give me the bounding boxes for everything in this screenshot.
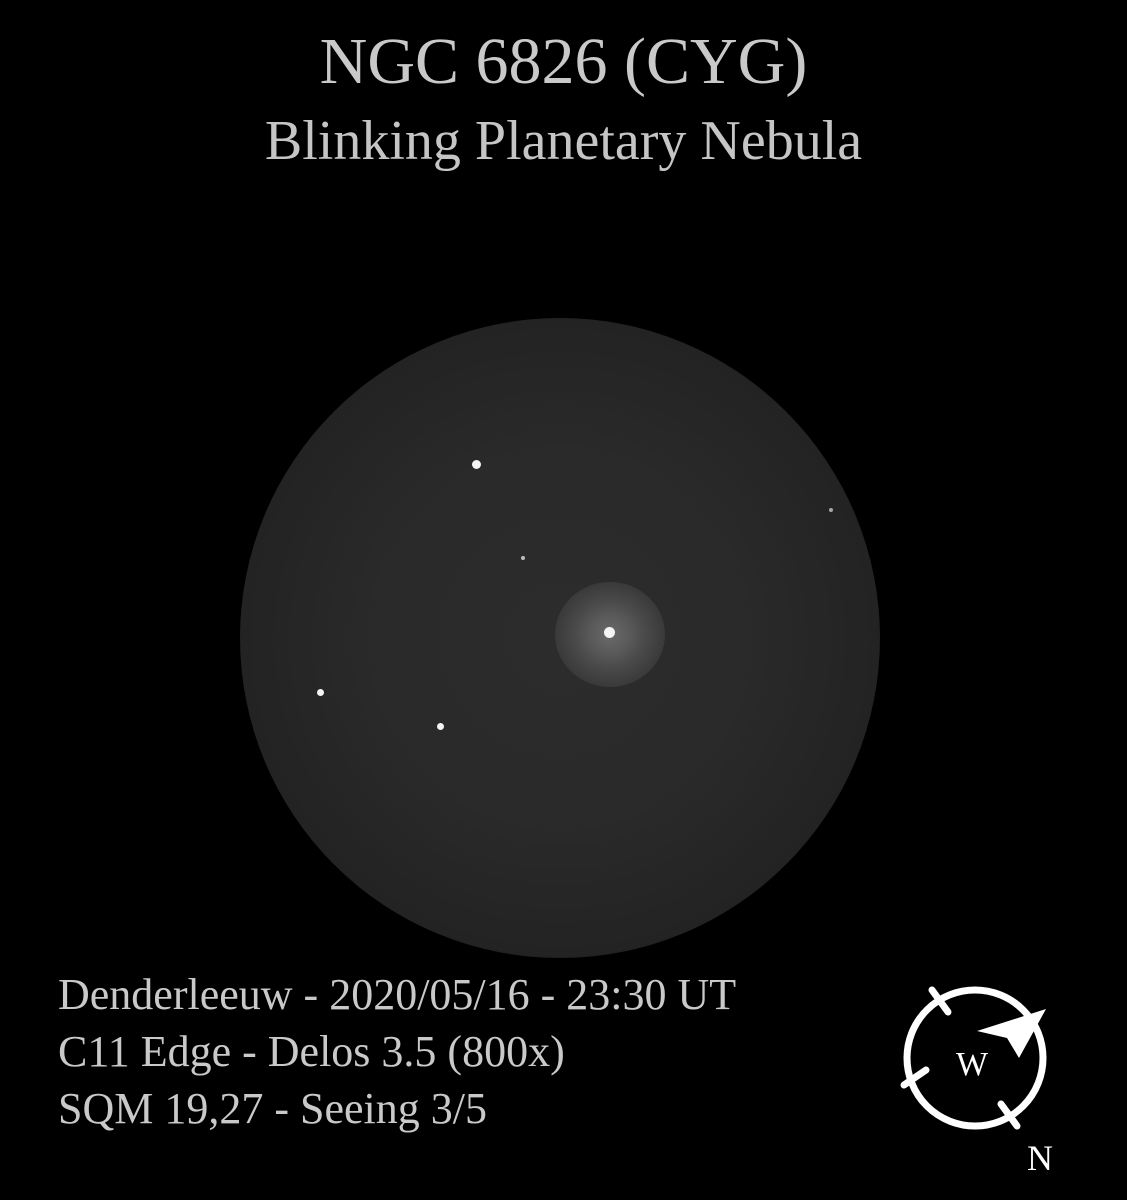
compass-north-label: N [1027,1138,1053,1178]
field-star [829,508,833,512]
object-subtitle: Blinking Planetary Nebula [264,110,863,172]
compass-west-label: W [956,1046,989,1083]
orientation-compass-icon: W N [900,986,1053,1178]
field-star [472,460,481,469]
central-star [604,627,615,638]
object-title: NGC 6826 (CYG) [319,25,808,98]
field-star [437,723,444,730]
observation-equipment-line: C11 Edge - Delos 3.5 (800x) [58,1027,565,1076]
field-star [521,556,525,560]
observation-conditions-line: SQM 19,27 - Seeing 3/5 [58,1084,487,1133]
field-star [317,689,324,696]
observation-location-line: Denderleeuw - 2020/05/16 - 23:30 UT [58,970,737,1019]
observation-details: Denderleeuw - 2020/05/16 - 23:30 UT C11 … [58,966,736,1137]
